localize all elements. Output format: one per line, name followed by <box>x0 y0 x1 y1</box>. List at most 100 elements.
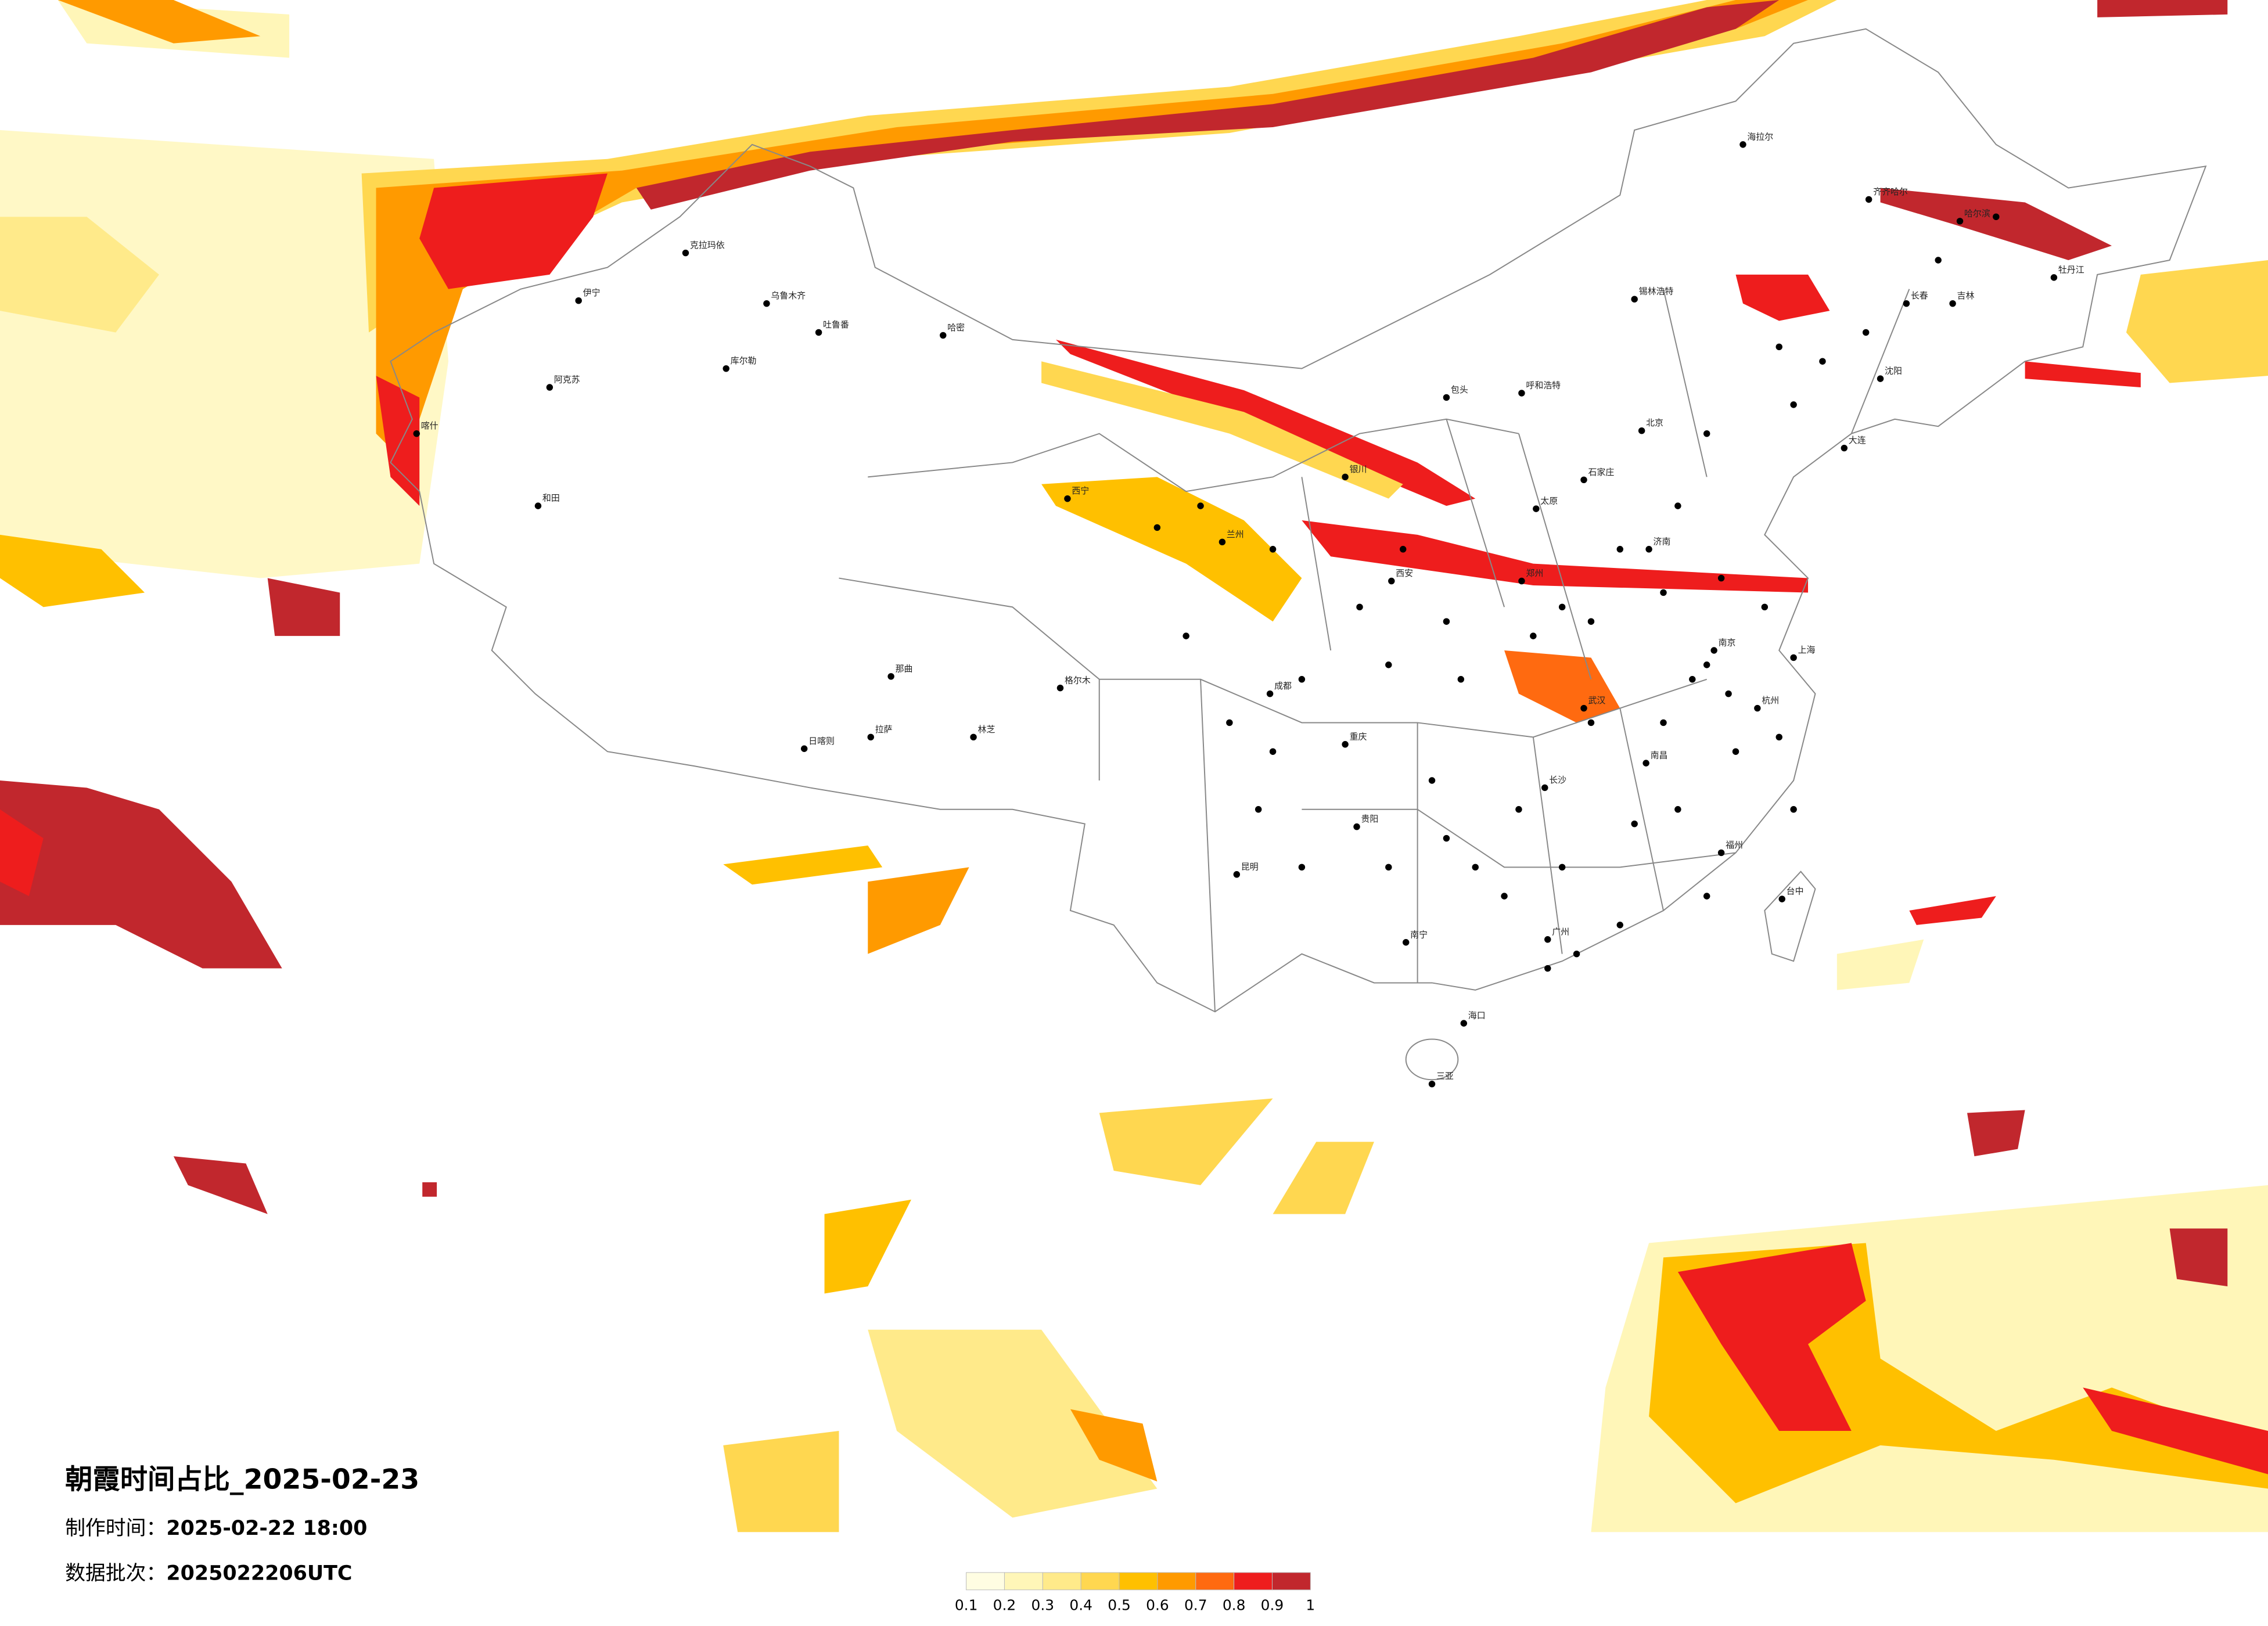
city-dot <box>1778 895 1785 902</box>
colorbar-tick-label: 0.4 <box>1069 1597 1092 1614</box>
band <box>1880 188 2112 260</box>
production-time: 制作时间：2025-02-22 18:00 <box>65 1517 367 1540</box>
band <box>2025 361 2141 388</box>
band <box>868 867 969 954</box>
data-batch: 数据批次：2025022206UTC <box>65 1562 352 1585</box>
city-label: 吐鲁番 <box>823 319 849 330</box>
city-dot <box>1428 777 1436 784</box>
city-label: 海拉尔 <box>1747 131 1773 142</box>
city-label: 昆明 <box>1241 861 1259 872</box>
colorbar-tick-label: 0.7 <box>1184 1597 1207 1614</box>
colorbar-box <box>1119 1572 1158 1591</box>
band <box>2169 1228 2228 1287</box>
city-label: 格尔木 <box>1065 675 1091 685</box>
city-dot <box>1903 300 1910 307</box>
city-label: 杭州 <box>1762 695 1779 706</box>
city-dot <box>1877 375 1884 382</box>
colorbar-tick-label: 0.6 <box>1146 1597 1169 1614</box>
city-label: 北京 <box>1646 418 1663 428</box>
haze <box>0 534 145 607</box>
city-dot <box>1674 806 1681 813</box>
city-label: 大连 <box>1849 435 1866 445</box>
band <box>868 1329 1158 1518</box>
city-dot <box>1342 741 1349 748</box>
city-dot <box>1580 476 1587 484</box>
band <box>267 578 340 636</box>
city-label: 重庆 <box>1350 731 1367 742</box>
city-label: 西安 <box>1396 568 1413 578</box>
city-label: 武汉 <box>1588 695 1605 706</box>
city-label: 三亚 <box>1436 1071 1454 1081</box>
city-dot <box>1443 834 1450 842</box>
city-label: 牡丹江 <box>2058 264 2084 275</box>
city-dot <box>2050 274 2058 281</box>
city-label: 拉萨 <box>875 724 893 735</box>
band <box>1302 520 1809 593</box>
band <box>636 0 1780 210</box>
colorbar-tick-label: 0.8 <box>1223 1597 1246 1614</box>
city-dot <box>1356 603 1363 611</box>
city-dot <box>1544 965 1551 972</box>
city-dot <box>1298 676 1306 683</box>
city-dot <box>1443 618 1450 625</box>
label: 制作时间： <box>65 1517 166 1540</box>
city-dot <box>940 332 947 339</box>
city-dot <box>867 733 874 741</box>
city-label: 哈尔滨 <box>1964 208 1990 218</box>
city-dot <box>1761 603 1769 611</box>
band <box>2126 260 2268 383</box>
city-dot <box>1862 329 1870 336</box>
band <box>1735 274 1830 321</box>
city-label: 长沙 <box>1549 775 1566 785</box>
city-label: 贵阳 <box>1361 814 1378 824</box>
city-dot <box>1645 546 1652 553</box>
city-label: 济南 <box>1654 536 1671 546</box>
city-dot <box>1993 213 2000 221</box>
band <box>0 809 44 897</box>
city-dot <box>1841 444 1848 452</box>
city-dot <box>763 300 770 307</box>
city-label: 日喀则 <box>808 736 835 746</box>
city-dot <box>1717 574 1725 582</box>
city-dot <box>1269 748 1277 755</box>
city-dot <box>1533 505 1540 512</box>
city-dot <box>1775 733 1782 741</box>
colorbar-box <box>1195 1572 1235 1591</box>
city-label: 海口 <box>1468 1010 1486 1021</box>
city-dot <box>575 297 582 304</box>
city-dot <box>1342 473 1349 481</box>
city-dot <box>1530 632 1537 639</box>
band <box>1836 939 1924 990</box>
city-label: 台中 <box>1787 886 1804 897</box>
city-dot <box>546 384 553 391</box>
band <box>2083 1387 2268 1474</box>
city-label: 郑州 <box>1526 568 1543 578</box>
city-dot <box>1402 939 1410 946</box>
city-dot <box>1616 922 1624 929</box>
province-line <box>839 289 1910 1012</box>
city-dot <box>1518 577 1525 585</box>
city-dot <box>1460 1020 1468 1027</box>
taiwan <box>1764 870 1816 962</box>
colorbar-box <box>1157 1572 1196 1591</box>
city-dot <box>1790 654 1797 661</box>
band <box>1099 1098 1273 1185</box>
band <box>2097 0 2228 17</box>
city-dot <box>1056 684 1064 692</box>
city-dot <box>1674 502 1681 509</box>
city-dot <box>1255 806 1262 813</box>
city-dot <box>1725 690 1732 697</box>
city-dot <box>1616 546 1624 553</box>
city-label: 兰州 <box>1227 529 1244 539</box>
city-label: 成都 <box>1274 681 1292 691</box>
city-dot <box>1153 524 1161 531</box>
city-dot <box>1717 849 1725 857</box>
band <box>824 1199 911 1294</box>
city-dot <box>1501 893 1508 900</box>
city-dot <box>1269 546 1277 553</box>
city-dot <box>1472 864 1479 871</box>
city-label: 林芝 <box>978 724 995 735</box>
city-dot <box>1949 300 1956 307</box>
band <box>1677 1243 1866 1431</box>
